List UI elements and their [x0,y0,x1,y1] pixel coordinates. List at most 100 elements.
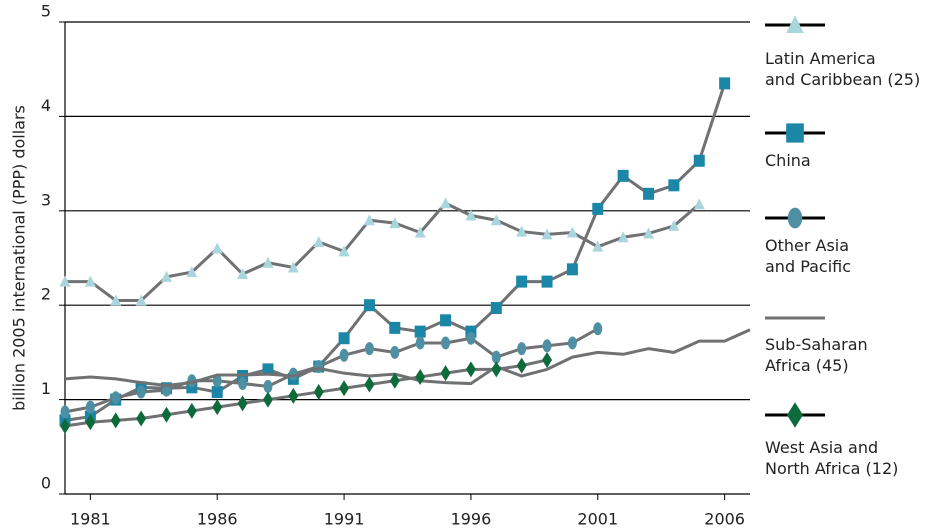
marker [566,263,578,276]
marker [237,395,248,412]
marker [339,348,349,362]
marker [287,261,299,273]
legend-label: Sub-Saharan Africa (45) [765,335,868,375]
marker [59,275,71,287]
marker [186,266,198,278]
y-tick-label: 0 [41,474,51,493]
y-tick-label: 3 [41,190,51,209]
marker [211,386,223,399]
legend-label: China [765,151,811,170]
marker [466,331,476,345]
marker [693,154,705,167]
marker [60,405,70,419]
marker [541,275,553,288]
marker [592,240,604,252]
x-tick-label: 1981 [70,510,111,529]
legend-label: West Asia and North Africa (12) [765,438,899,478]
marker [415,368,426,385]
marker [238,377,248,391]
marker [160,270,172,282]
marker [566,226,578,238]
marker [787,207,803,229]
marker [541,228,553,240]
marker [84,275,96,287]
series-line [65,201,701,302]
marker [617,169,629,182]
marker [339,380,350,397]
y-axis-label: billion 2005 international (PPP) dollars [10,105,29,411]
marker [364,376,375,393]
marker [212,374,222,388]
marker [390,345,400,359]
marker [288,387,299,404]
marker [135,294,147,306]
x-tick-label: 2001 [577,510,618,529]
marker [668,219,680,231]
marker [364,342,374,356]
marker [719,77,731,90]
x-tick-label: 1996 [451,510,492,529]
marker [85,400,95,414]
marker [693,198,705,210]
marker [517,342,527,356]
marker [363,299,375,312]
marker [314,360,324,374]
marker [490,214,502,226]
marker [288,367,298,381]
marker [389,321,401,334]
marker [465,325,477,338]
marker [338,332,350,345]
marker [136,410,147,427]
x-tick-label: 1986 [197,510,238,529]
marker [211,242,223,254]
marker [617,231,629,243]
marker [161,383,171,397]
marker [389,372,400,389]
y-tick-label: 2 [41,285,51,304]
marker [262,363,274,376]
legend-label: Latin America and Caribbean (25) [765,49,921,89]
marker [786,123,804,143]
marker [136,385,146,399]
marker [363,214,375,226]
y-tick-label: 1 [41,379,51,398]
marker [440,314,452,327]
marker [212,399,223,416]
marker [787,402,803,428]
marker [490,302,502,315]
marker [542,339,552,353]
marker [85,414,96,431]
marker [643,227,655,239]
series-line [64,328,751,387]
marker [161,406,172,423]
series-line [64,327,599,414]
marker [440,365,451,382]
marker [465,361,476,378]
marker [60,418,70,435]
marker [389,217,401,229]
x-tick-label: 2006 [704,510,745,529]
marker [415,336,425,350]
marker [186,402,197,419]
legend-label: Other Asia and Pacific [765,236,852,276]
marker [491,361,502,378]
marker [313,235,325,247]
marker [186,381,198,394]
y-tick-label: 4 [41,96,51,115]
marker [110,412,121,429]
marker [593,322,603,336]
marker [262,256,274,268]
marker [440,197,452,209]
series-line [64,82,727,422]
marker [465,209,477,221]
x-tick-label: 1991 [324,510,365,529]
marker [592,202,604,215]
marker [110,294,122,306]
marker [567,336,577,350]
marker [516,275,528,288]
marker [111,391,121,405]
marker [516,225,528,237]
marker [414,226,426,238]
